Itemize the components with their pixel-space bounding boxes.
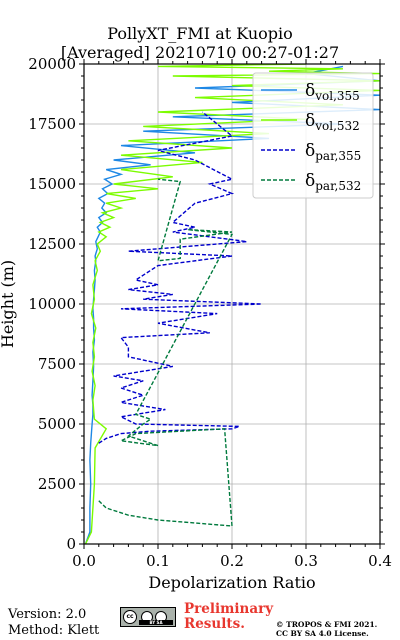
preliminary-notice: Preliminary Results. (184, 602, 273, 632)
x-tick-label-0: 0.0 (72, 552, 96, 570)
legend-box (252, 72, 374, 199)
y-tick-label-4: 10000 (28, 295, 76, 313)
preliminary-line-2: Results. (184, 616, 245, 632)
version-label: Version: 2.0 (8, 607, 87, 622)
copyright-line-1: © TROPOS & FMI 2021. (276, 620, 378, 629)
x-tick-label-4: 0.4 (368, 552, 392, 570)
series-line-1 (84, 64, 380, 544)
y-tick-label-2: 5000 (38, 415, 76, 433)
y-tick-label-1: 2500 (38, 475, 76, 493)
y-tick-label-6: 15000 (28, 175, 76, 193)
series-line-2 (98, 111, 262, 444)
legend-label-3: δpar,532 (305, 171, 361, 193)
cc-icon: cc (123, 610, 137, 624)
y-tick-label-0: 0 (66, 535, 76, 553)
y-tick-label-8: 20000 (28, 55, 76, 73)
series-line-3 (98, 178, 234, 527)
cc-license-logo: cc BY SA (120, 607, 176, 627)
cc-badge-text: BY SA (139, 620, 173, 625)
preliminary-line-1: Preliminary (184, 601, 274, 617)
copyright-notice: © TROPOS & FMI 2021. CC BY SA 4.0 Licens… (276, 620, 377, 638)
chart-subtitle: [Averaged] 20210710 00:27-01:27 (60, 43, 340, 62)
legend-label-2: δpar,355 (305, 141, 361, 163)
y-tick-label-5: 12500 (28, 235, 76, 253)
y-tick-label-3: 7500 (38, 355, 76, 373)
x-tick-label-1: 0.1 (146, 552, 170, 570)
method-label: Method: Klett (8, 623, 100, 638)
y-tick-label-7: 17500 (28, 115, 76, 133)
y-axis-label: Height (m) (0, 260, 17, 348)
legend-label-0: δvol,355 (305, 81, 360, 103)
copyright-line-2: CC BY SA 4.0 License. (276, 629, 369, 638)
x-tick-label-3: 0.3 (294, 552, 318, 570)
x-axis-label: Depolarization Ratio (148, 573, 315, 592)
chart-title: PollyXT_FMI at Kuopio (107, 24, 293, 43)
x-tick-label-2: 0.2 (220, 552, 244, 570)
legend-label-1: δvol,532 (305, 111, 360, 133)
